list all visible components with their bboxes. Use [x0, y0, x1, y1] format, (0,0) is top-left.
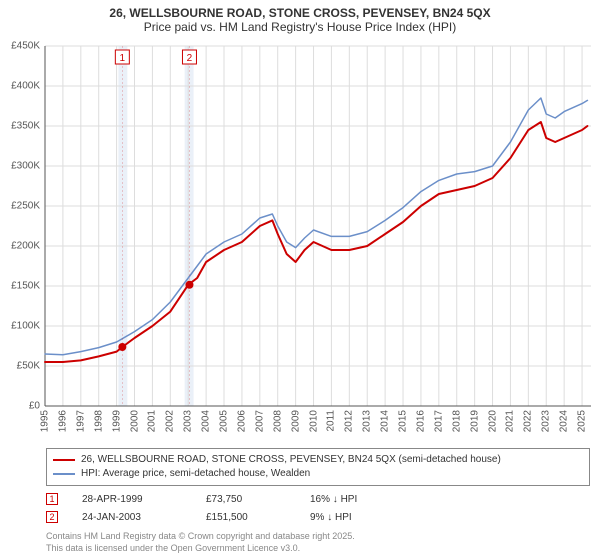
x-tick-label: 2025	[577, 410, 588, 432]
x-tick-label: 2018	[451, 410, 462, 432]
svg-text:2: 2	[187, 53, 193, 64]
legend-label-price: 26, WELLSBOURNE ROAD, STONE CROSS, PEVEN…	[81, 453, 501, 467]
y-tick-label: £300K	[0, 161, 40, 172]
y-tick-label: £100K	[0, 321, 40, 332]
x-tick-label: 1995	[40, 410, 51, 432]
sale-date-1: 28-APR-1999	[82, 494, 182, 505]
sale-row-2: 2 24-JAN-2003 £151,500 9% ↓ HPI	[46, 508, 590, 526]
x-tick-label: 2021	[505, 410, 516, 432]
x-tick-label: 2012	[344, 410, 355, 432]
title-line-1: 26, WELLSBOURNE ROAD, STONE CROSS, PEVEN…	[0, 6, 600, 20]
legend-row-price: 26, WELLSBOURNE ROAD, STONE CROSS, PEVEN…	[53, 453, 583, 467]
legend-row-hpi: HPI: Average price, semi-detached house,…	[53, 467, 583, 481]
x-tick-label: 2023	[541, 410, 552, 432]
x-tick-label: 1997	[75, 410, 86, 432]
x-tick-label: 2003	[183, 410, 194, 432]
footer-line-1: Contains HM Land Registry data © Crown c…	[46, 530, 355, 542]
sale-marker-2: 2	[46, 511, 58, 523]
sale-delta-2: 9% ↓ HPI	[310, 512, 410, 523]
y-tick-label: £0	[0, 401, 40, 412]
x-tick-label: 2004	[201, 410, 212, 432]
footer-line-2: This data is licensed under the Open Gov…	[46, 542, 355, 554]
x-tick-label: 2014	[380, 410, 391, 432]
x-tick-label: 2010	[308, 410, 319, 432]
x-axis-labels: 1995199619971998199920002001200220032004…	[45, 406, 591, 446]
legend-swatch-price	[53, 459, 75, 461]
y-tick-label: £50K	[0, 361, 40, 372]
footer-attribution: Contains HM Land Registry data © Crown c…	[46, 530, 355, 554]
legend-swatch-hpi	[53, 473, 75, 475]
y-tick-label: £250K	[0, 201, 40, 212]
x-tick-label: 2013	[362, 410, 373, 432]
x-tick-label: 2015	[398, 410, 409, 432]
y-tick-label: £350K	[0, 121, 40, 132]
legend-box: 26, WELLSBOURNE ROAD, STONE CROSS, PEVEN…	[46, 448, 590, 486]
x-tick-label: 2022	[523, 410, 534, 432]
sale-delta-1: 16% ↓ HPI	[310, 494, 410, 505]
y-tick-label: £150K	[0, 281, 40, 292]
x-tick-label: 2024	[559, 410, 570, 432]
x-tick-label: 1996	[57, 410, 68, 432]
x-tick-label: 2008	[272, 410, 283, 432]
y-tick-label: £400K	[0, 81, 40, 92]
y-tick-label: £200K	[0, 241, 40, 252]
x-tick-label: 2019	[469, 410, 480, 432]
x-tick-label: 2007	[254, 410, 265, 432]
x-tick-label: 2002	[165, 410, 176, 432]
chart-area: 12 £0£50K£100K£150K£200K£250K£300K£350K£…	[45, 46, 591, 406]
sale-events: 1 28-APR-1999 £73,750 16% ↓ HPI 2 24-JAN…	[46, 490, 590, 526]
x-tick-label: 1998	[93, 410, 104, 432]
sale-price-2: £151,500	[206, 512, 286, 523]
line-chart-svg: 12	[45, 46, 591, 406]
x-tick-label: 2016	[415, 410, 426, 432]
sale-marker-1: 1	[46, 493, 58, 505]
x-tick-label: 2020	[487, 410, 498, 432]
x-tick-label: 2001	[147, 410, 158, 432]
x-tick-label: 2006	[236, 410, 247, 432]
x-tick-label: 2017	[433, 410, 444, 432]
chart-title: 26, WELLSBOURNE ROAD, STONE CROSS, PEVEN…	[0, 0, 600, 38]
x-tick-label: 2000	[129, 410, 140, 432]
sale-price-1: £73,750	[206, 494, 286, 505]
svg-text:1: 1	[120, 53, 126, 64]
x-tick-label: 2009	[290, 410, 301, 432]
title-line-2: Price paid vs. HM Land Registry's House …	[0, 20, 600, 34]
sale-date-2: 24-JAN-2003	[82, 512, 182, 523]
legend-label-hpi: HPI: Average price, semi-detached house,…	[81, 467, 310, 481]
x-tick-label: 2011	[326, 410, 337, 432]
y-tick-label: £450K	[0, 41, 40, 52]
x-tick-label: 1999	[111, 410, 122, 432]
y-axis-labels: £0£50K£100K£150K£200K£250K£300K£350K£400…	[0, 46, 42, 406]
x-tick-label: 2005	[219, 410, 230, 432]
sale-row-1: 1 28-APR-1999 £73,750 16% ↓ HPI	[46, 490, 590, 508]
